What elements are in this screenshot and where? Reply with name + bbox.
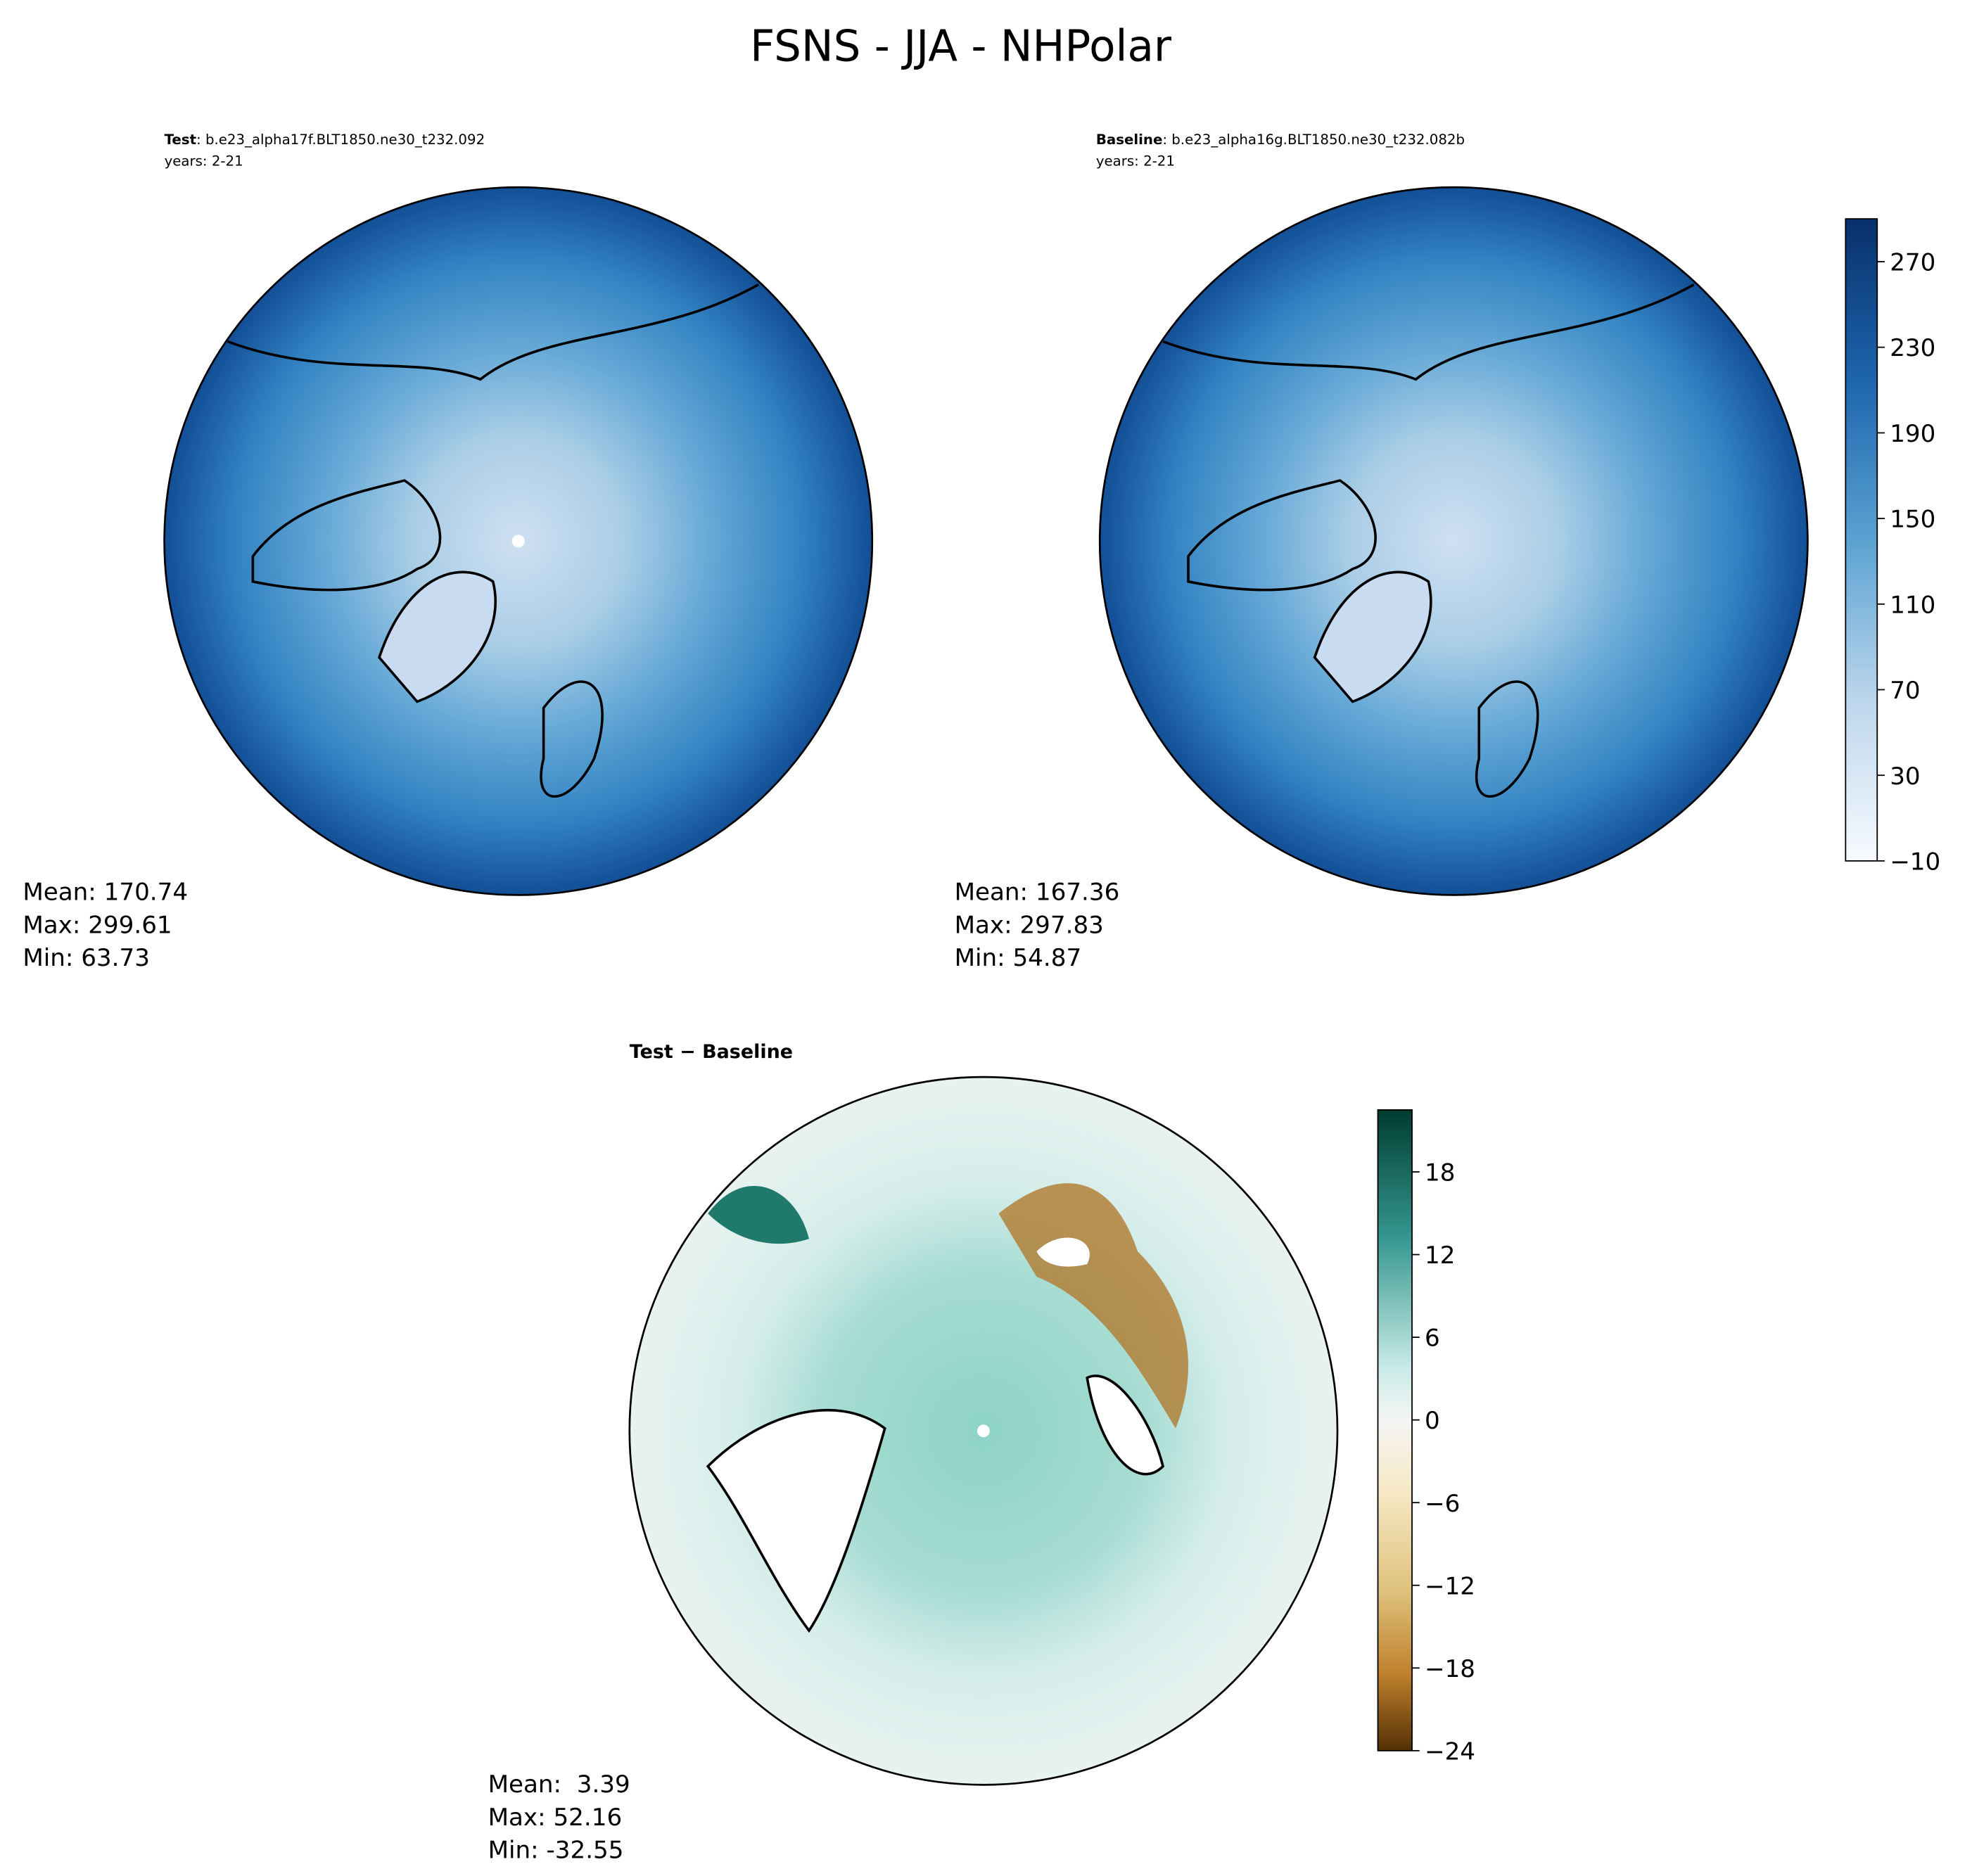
figure-title: FSNS - JJA - NHPolar [750, 22, 1172, 72]
colorbar-tick-label: −12 [1425, 1572, 1475, 1600]
map-test [163, 186, 874, 896]
colorbar-tick-label: 150 [1890, 506, 1935, 534]
colorbar [1845, 218, 1878, 862]
colorbar [1377, 1109, 1413, 1751]
stat-label: Max: 297.83 [955, 911, 1104, 939]
stat-label: Max: 52.16 [488, 1804, 623, 1832]
colorbar-tick-label: −24 [1425, 1737, 1475, 1766]
stat-label: Mean: 170.74 [23, 879, 188, 907]
stat-label: Mean: 3.39 [488, 1770, 630, 1799]
colorbar-tick-label: −18 [1425, 1655, 1475, 1683]
header-text: : b.e23_alpha16g.BLT1850.ne30_t232.082b [1162, 132, 1465, 148]
colorbar-tick-label: 70 [1890, 677, 1920, 705]
colorbar-tick-label: 30 [1890, 762, 1920, 791]
stat-label: Mean: 167.36 [955, 879, 1120, 907]
panel-header: Test − Baseline [630, 1041, 793, 1063]
panel-header: Test: b.e23_alpha17f.BLT1850.ne30_t232.0… [165, 132, 485, 148]
map-baseline [1098, 186, 1809, 896]
panel-header: Baseline: b.e23_alpha16g.BLT1850.ne30_t2… [1096, 132, 1465, 148]
stat-label: Max: 299.61 [23, 911, 172, 939]
panels: Test: b.e23_alpha17f.BLT1850.ne30_t232.0… [23, 132, 1940, 1864]
header-label: Test [165, 132, 196, 148]
colorbar-tick-label: 12 [1425, 1242, 1455, 1270]
colorbar-tick-label: −6 [1425, 1490, 1460, 1518]
panel-subtitle: years: 2-21 [1096, 153, 1175, 170]
colorbar-tick-label: 110 [1890, 591, 1935, 619]
header-label: Test − Baseline [630, 1041, 793, 1063]
colorbar-tick-label: 6 [1425, 1325, 1440, 1353]
header-label: Baseline [1096, 132, 1163, 148]
colorbar-tick-label: 270 [1890, 249, 1935, 277]
colorbar-tick-label: 230 [1890, 334, 1935, 362]
stat-label: Min: 54.87 [955, 944, 1082, 972]
colorbar-tick-label: 18 [1425, 1159, 1455, 1187]
panel-subtitle: years: 2-21 [165, 153, 243, 170]
stat-label: Min: 63.73 [23, 944, 150, 972]
map-diff [628, 1076, 1339, 1786]
colorbar-tick-label: −10 [1890, 848, 1940, 876]
stat-label: Min: -32.55 [488, 1837, 624, 1865]
colorbar-tick-label: 0 [1425, 1407, 1440, 1435]
header-text: : b.e23_alpha17f.BLT1850.ne30_t232.092 [196, 132, 485, 148]
colorbar-tick-label: 190 [1890, 420, 1935, 448]
